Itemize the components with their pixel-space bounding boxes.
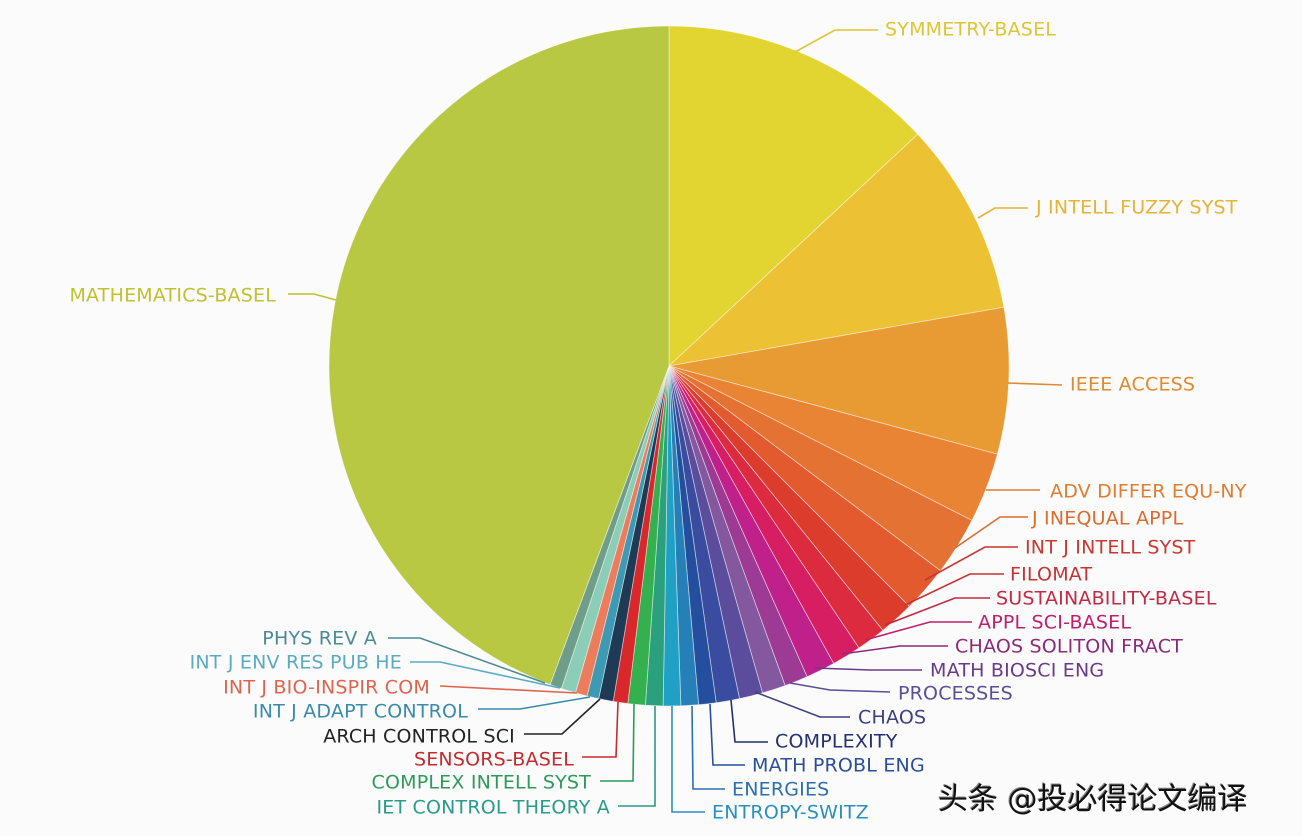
leader-line <box>410 661 561 689</box>
leader-line <box>730 699 768 743</box>
slice-label: MATH BIOSCI ENG <box>930 660 1104 682</box>
leader-line <box>288 293 337 301</box>
slice-labels: SYMMETRY-BASEL J INTELL FUZZY SYST IEEE AC… <box>69 19 1246 824</box>
pie-slice-symmetry-basel <box>668 25 919 367</box>
slice-label: COMPLEX INTELL SYST <box>372 772 592 794</box>
leader-line <box>600 703 635 782</box>
slice-label: ENERGIES <box>732 779 829 801</box>
leader-line <box>691 705 725 790</box>
slice-label: PHYS REV A <box>262 628 377 650</box>
slice-label: J INEQUAL APPL <box>1031 508 1183 530</box>
leader-line <box>814 667 922 671</box>
pie-slice-mathematics-basel <box>328 25 670 686</box>
slice-label: INT J ADAPT CONTROL <box>253 701 468 723</box>
slice-label: FILOMAT <box>1010 564 1093 586</box>
slice-label: APPL SCI-BASEL <box>978 612 1131 634</box>
leader-line <box>754 691 850 718</box>
slice-label: SYMMETRY-BASEL <box>885 19 1056 41</box>
leader-line <box>841 645 948 655</box>
pie-slice-j-intell-fuzzy-syst <box>667 133 1005 367</box>
leader-line <box>524 698 601 735</box>
slice-label: CHAOS <box>858 707 926 729</box>
slice-label: MATHEMATICS-BASEL <box>69 285 276 307</box>
leader-line <box>904 573 1004 606</box>
slice-label: IEEE ACCESS <box>1070 374 1195 396</box>
slice-label: PROCESSES <box>898 683 1013 705</box>
slice-label: INT J ENV RES PUB HE <box>190 652 402 674</box>
slice-label: COMPLEXITY <box>775 731 898 753</box>
slice-label: ARCH CONTROL SCI <box>323 726 515 748</box>
watermark: 头条 @投必得论文编译 <box>938 782 1248 817</box>
leader-line <box>671 706 705 813</box>
leader-line <box>388 637 546 684</box>
slice-label: SUSTAINABILITY-BASEL <box>996 588 1217 610</box>
leader-line <box>977 207 1028 219</box>
leader-lines <box>288 29 1063 813</box>
slice-label: ENTROPY-SWITZ <box>712 802 869 824</box>
leader-line <box>794 29 878 53</box>
leader-line <box>478 696 591 710</box>
pie-slices <box>328 25 1010 707</box>
leader-line <box>618 706 656 807</box>
slice-label: CHAOS SOLITON FRACT <box>955 636 1183 658</box>
leader-line <box>789 682 891 693</box>
leader-line <box>709 703 745 766</box>
slice-label: IET CONTROL THEORY A <box>376 797 610 819</box>
slice-label: ADV DIFFER EQU-NY <box>1050 481 1247 503</box>
leader-line <box>1007 382 1063 386</box>
leader-line <box>864 621 972 641</box>
leader-line <box>582 701 619 758</box>
slice-label: INT J BIO-INSPIR COM <box>223 677 430 699</box>
slice-label: J INTELL FUZZY SYST <box>1035 197 1238 219</box>
slice-label: MATH PROBL ENG <box>752 755 925 777</box>
slice-label: INT J INTELL SYST <box>1025 537 1196 559</box>
leader-line <box>954 516 1028 549</box>
slice-label: SENSORS-BASEL <box>414 749 574 771</box>
leader-line <box>924 546 1018 581</box>
pie-slice-ieee-access <box>668 306 1010 455</box>
leader-line <box>884 597 990 626</box>
leader-line <box>439 685 578 694</box>
